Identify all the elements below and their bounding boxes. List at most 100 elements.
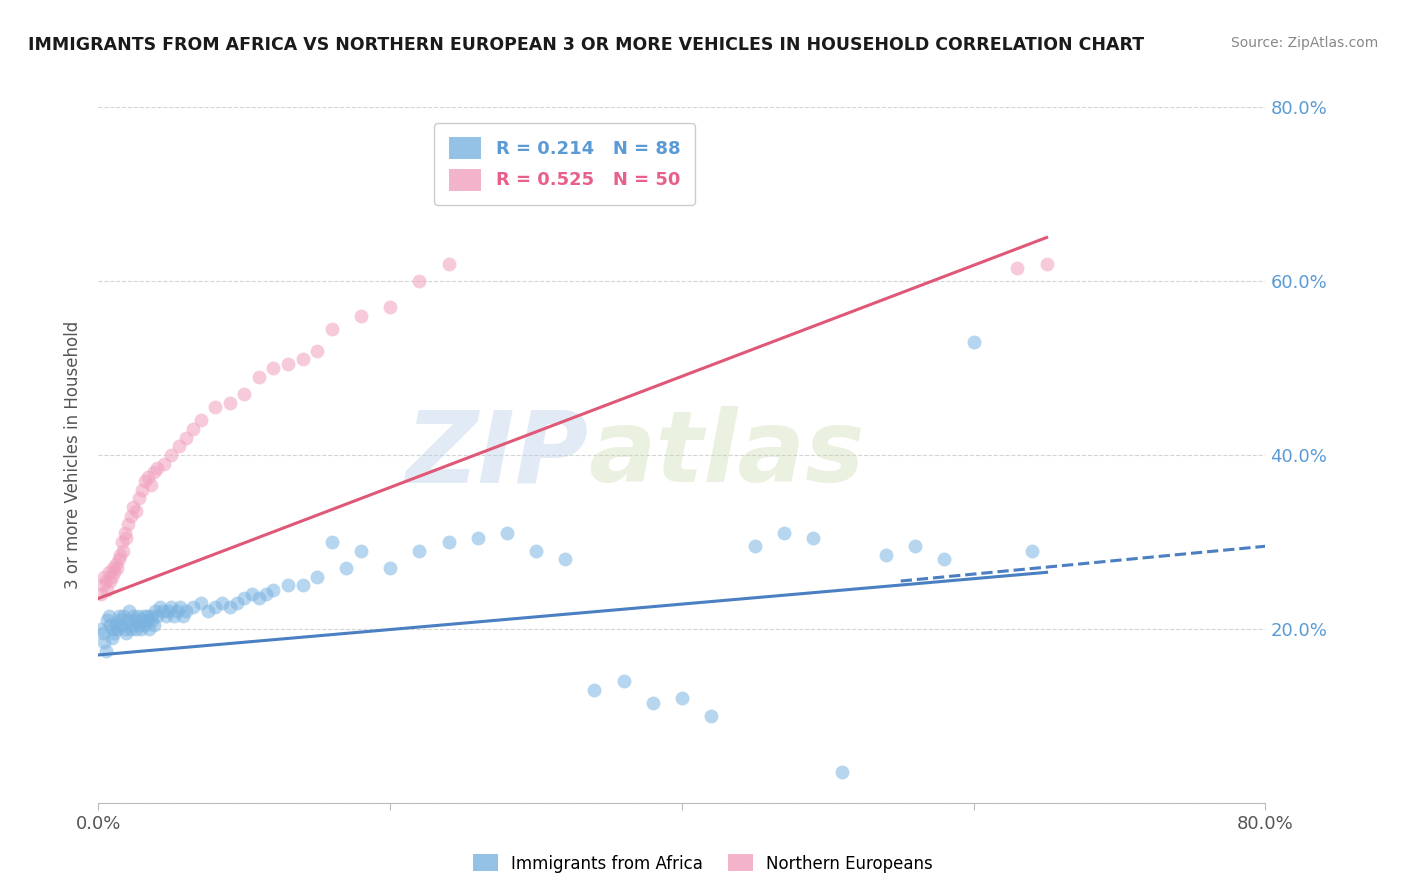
Point: [496, 526, 519, 541]
Point: [262, 360, 284, 375]
Point: [321, 534, 343, 549]
Point: [139, 608, 162, 623]
Point: [125, 504, 148, 518]
Point: [142, 466, 165, 480]
Point: [111, 617, 134, 632]
Point: [226, 596, 249, 610]
Point: [153, 457, 176, 471]
Point: [136, 613, 159, 627]
Point: [277, 578, 299, 592]
Point: [94, 643, 117, 657]
Point: [247, 591, 270, 606]
Point: [307, 570, 329, 584]
Point: [149, 600, 172, 615]
Point: [142, 617, 165, 632]
Point: [583, 682, 606, 697]
Point: [291, 578, 314, 592]
Point: [240, 587, 263, 601]
Point: [197, 605, 219, 619]
Point: [169, 600, 191, 615]
Point: [135, 608, 157, 623]
Point: [112, 543, 135, 558]
Point: [100, 631, 122, 645]
Point: [262, 582, 284, 597]
Point: [97, 608, 120, 623]
Point: [108, 608, 131, 623]
Point: [174, 605, 197, 619]
Point: [112, 608, 135, 623]
Point: [91, 626, 114, 640]
Point: [120, 622, 142, 636]
Point: [350, 309, 373, 323]
Point: [350, 543, 373, 558]
Point: [801, 531, 824, 545]
Point: [114, 526, 136, 541]
Point: [163, 608, 186, 623]
Point: [152, 605, 174, 619]
Point: [103, 626, 125, 640]
Point: [467, 531, 489, 545]
Point: [93, 635, 115, 649]
Point: [94, 574, 117, 588]
Point: [181, 422, 204, 436]
Point: [155, 608, 177, 623]
Point: [110, 613, 132, 627]
Point: [247, 369, 270, 384]
Point: [962, 334, 984, 349]
Point: [128, 617, 150, 632]
Point: [218, 600, 240, 615]
Point: [1021, 543, 1043, 558]
Point: [129, 622, 152, 636]
Point: [96, 582, 118, 597]
Point: [120, 508, 142, 523]
Point: [122, 500, 145, 514]
Point: [143, 605, 166, 619]
Point: [103, 566, 125, 580]
Point: [671, 691, 693, 706]
Point: [90, 622, 112, 636]
Point: [101, 622, 124, 636]
Point: [172, 608, 194, 623]
Point: [233, 591, 256, 606]
Point: [934, 552, 956, 566]
Point: [254, 587, 277, 601]
Point: [700, 708, 723, 723]
Point: [100, 570, 122, 584]
Point: [96, 613, 118, 627]
Point: [277, 357, 299, 371]
Point: [831, 765, 853, 780]
Point: [744, 539, 766, 553]
Point: [128, 491, 150, 506]
Point: [307, 343, 329, 358]
Point: [875, 548, 897, 562]
Point: [773, 526, 796, 541]
Point: [136, 469, 159, 483]
Point: [141, 613, 163, 627]
Point: [211, 596, 233, 610]
Point: [125, 622, 148, 636]
Point: [291, 352, 314, 367]
Point: [110, 548, 132, 562]
Point: [160, 600, 183, 615]
Point: [204, 400, 226, 414]
Point: [524, 543, 547, 558]
Point: [204, 600, 226, 615]
Point: [115, 531, 138, 545]
Point: [167, 439, 190, 453]
Point: [108, 552, 131, 566]
Point: [117, 613, 139, 627]
Text: IMMIGRANTS FROM AFRICA VS NORTHERN EUROPEAN 3 OR MORE VEHICLES IN HOUSEHOLD CORR: IMMIGRANTS FROM AFRICA VS NORTHERN EUROP…: [28, 36, 1144, 54]
Point: [157, 605, 180, 619]
Point: [146, 608, 169, 623]
Point: [335, 561, 357, 575]
Point: [380, 561, 402, 575]
Point: [124, 613, 146, 627]
Point: [134, 474, 156, 488]
Point: [105, 622, 128, 636]
Point: [190, 413, 212, 427]
Legend: R = 0.214   N = 88, R = 0.525   N = 50: R = 0.214 N = 88, R = 0.525 N = 50: [434, 123, 695, 205]
Point: [218, 395, 240, 409]
Text: ZIP: ZIP: [405, 407, 589, 503]
Point: [118, 605, 141, 619]
Point: [321, 322, 343, 336]
